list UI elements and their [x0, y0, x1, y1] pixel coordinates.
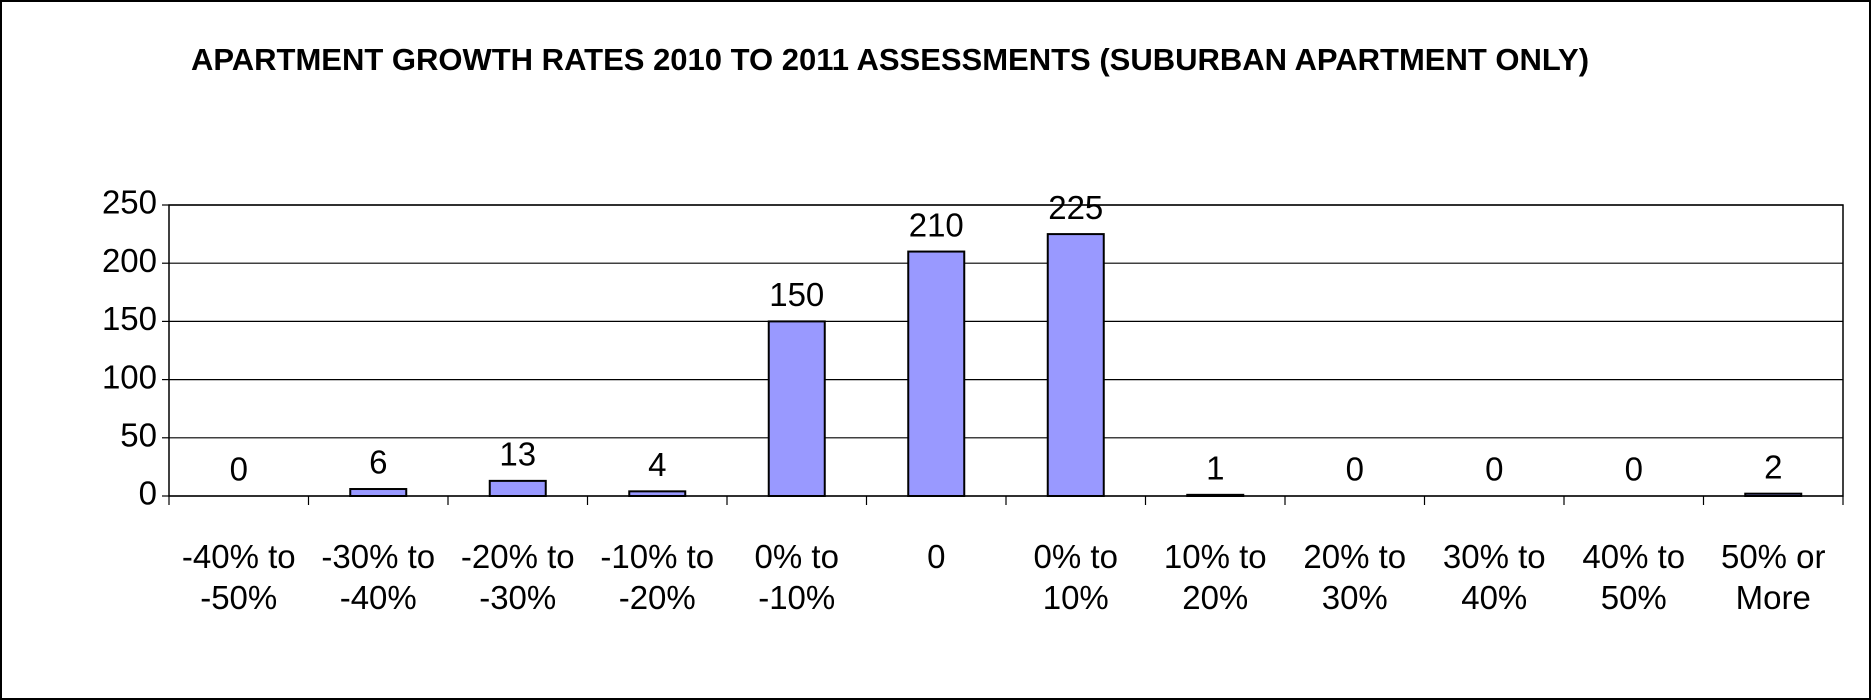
- x-tick-label: -10% to -20%: [600, 538, 715, 616]
- y-tick-label: 250: [102, 184, 157, 221]
- chart-title: APARTMENT GROWTH RATES 2010 TO 2011 ASSE…: [190, 42, 1590, 77]
- x-tick-label: -20% to -30%: [460, 538, 575, 616]
- bar: [907, 250, 966, 497]
- y-tick-label: 100: [102, 358, 157, 395]
- value-label: 13: [499, 436, 536, 473]
- x-tick-label: -30% to -40%: [321, 538, 436, 616]
- x-tick-label: 50% or More: [1720, 538, 1826, 616]
- plot-frame: [168, 204, 1844, 497]
- y-tick-label: 150: [102, 300, 157, 337]
- value-label: 0: [230, 451, 248, 488]
- y-tick-label: 200: [102, 242, 157, 279]
- bar: [1046, 233, 1105, 497]
- value-label: 0: [1346, 451, 1364, 488]
- bar: [1744, 492, 1803, 497]
- value-label: 150: [769, 276, 824, 313]
- value-label: 0: [1485, 451, 1503, 488]
- x-tick-label: 0% to -10%: [754, 538, 839, 616]
- bar: [767, 320, 826, 497]
- value-label: 210: [909, 206, 964, 243]
- value-label: 1: [1206, 450, 1224, 487]
- bar: [349, 488, 408, 497]
- value-label: 2: [1764, 448, 1782, 485]
- x-tick-label: 40% to 50%: [1582, 538, 1686, 616]
- x-tick-label: 10% to 20%: [1163, 538, 1267, 616]
- x-tick-label: -40% to -50%: [181, 538, 296, 616]
- x-tick-label: 0% to 10%: [1033, 538, 1118, 616]
- value-label: 6: [369, 444, 387, 481]
- x-tick-label: 30% to 40%: [1442, 538, 1546, 616]
- y-tick-label: 0: [139, 475, 157, 512]
- value-label: 225: [1048, 189, 1103, 226]
- y-tick-label: 50: [120, 417, 157, 454]
- x-tick-label: 20% to 30%: [1303, 538, 1407, 616]
- value-label: 4: [648, 446, 666, 483]
- bar: [628, 490, 687, 497]
- x-tick-label: 0: [927, 538, 946, 575]
- bar: [488, 479, 547, 498]
- value-label: 0: [1625, 451, 1643, 488]
- bar: [1186, 493, 1245, 497]
